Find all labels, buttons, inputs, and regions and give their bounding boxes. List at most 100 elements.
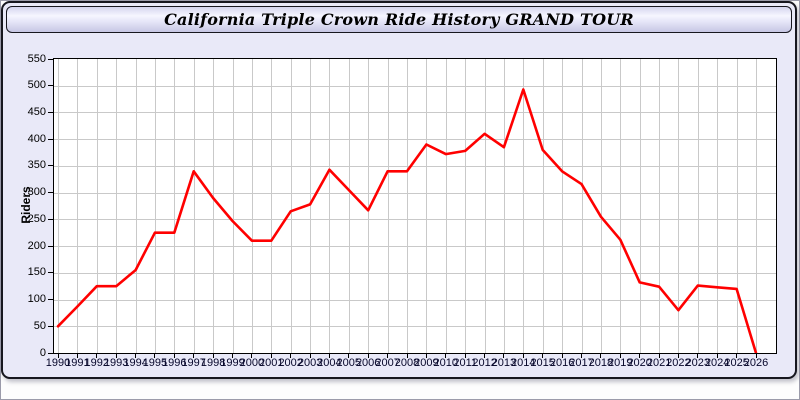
x-axis-tickmark bbox=[484, 354, 486, 358]
chart-title: California Triple Crown Ride History GRA… bbox=[164, 10, 634, 29]
x-tick-label: 2024 bbox=[704, 357, 730, 369]
x-tick-label: 1999 bbox=[220, 357, 245, 369]
y-tick-label: 50 bbox=[33, 319, 46, 332]
x-axis-tickmark bbox=[542, 354, 544, 358]
x-axis-tickmark bbox=[406, 354, 408, 358]
x-axis-tickmark bbox=[581, 354, 582, 358]
x-tick-label: 2018 bbox=[588, 357, 614, 369]
x-tick-label: 1994 bbox=[123, 357, 148, 369]
y-tick-label: 400 bbox=[27, 132, 46, 145]
x-tick-label: 2020 bbox=[627, 357, 652, 369]
x-tick-label: 2007 bbox=[375, 357, 400, 369]
x-tick-label: 2009 bbox=[414, 357, 439, 369]
chart-title-bar: California Triple Crown Ride History GRA… bbox=[6, 6, 792, 33]
x-axis-tickmark bbox=[76, 354, 78, 358]
x-axis-tickmark bbox=[658, 354, 660, 358]
ride-history-line-chart bbox=[54, 59, 776, 353]
x-axis-tickmark bbox=[290, 354, 292, 358]
x-axis-tickmark bbox=[232, 354, 233, 358]
x-axis-tickmark bbox=[425, 354, 427, 358]
x-tick-label: 2003 bbox=[297, 357, 323, 369]
x-axis-tickmark bbox=[115, 354, 117, 358]
x-axis-tickmark bbox=[639, 354, 641, 358]
x-axis-tickmark bbox=[755, 354, 757, 358]
x-tick-label: 2013 bbox=[491, 357, 517, 369]
x-axis-tickmark bbox=[193, 354, 195, 358]
y-axis-tickmark bbox=[48, 112, 53, 113]
x-tick-label: 2010 bbox=[433, 357, 459, 369]
x-tick-label: 1991 bbox=[65, 357, 90, 369]
x-tick-label: 1997 bbox=[181, 357, 206, 369]
x-axis-tickmark bbox=[348, 354, 350, 358]
y-axis-tickmark bbox=[48, 138, 53, 140]
x-axis-tickmark bbox=[561, 354, 563, 358]
y-tick-label: 0 bbox=[39, 346, 46, 359]
y-tick-label: 350 bbox=[27, 159, 46, 172]
x-tick-label: 2004 bbox=[317, 357, 342, 369]
x-tick-label: 2016 bbox=[549, 357, 575, 369]
y-axis-tickmark bbox=[48, 352, 53, 354]
y-tick-label: 500 bbox=[27, 79, 46, 92]
y-axis-tickmark bbox=[48, 192, 53, 194]
x-tick-label: 2015 bbox=[530, 357, 555, 369]
x-axis-tickmark bbox=[619, 354, 621, 358]
x-axis-tickmark bbox=[716, 354, 718, 358]
x-axis-tickmark bbox=[96, 354, 98, 358]
x-axis-tickmark bbox=[367, 354, 369, 358]
x-axis-tickmark bbox=[697, 354, 699, 358]
x-axis-tickmark bbox=[309, 354, 311, 358]
y-tick-label: 150 bbox=[27, 266, 46, 279]
x-tick-label: 1993 bbox=[103, 357, 129, 369]
x-tick-label: 2011 bbox=[453, 357, 478, 369]
x-axis-tickmark bbox=[522, 354, 524, 358]
x-axis-tickmark bbox=[251, 354, 253, 358]
y-axis-tickmark bbox=[48, 85, 53, 87]
y-axis-tickmark bbox=[48, 218, 53, 220]
plot-area bbox=[53, 58, 777, 354]
x-axis-tickmark bbox=[135, 354, 137, 358]
y-axis-tickmark bbox=[48, 272, 53, 274]
x-tick-label: 2000 bbox=[239, 357, 265, 369]
x-axis-tickmark bbox=[173, 354, 175, 358]
x-tick-label: 2001 bbox=[259, 357, 284, 369]
x-tick-label: 2008 bbox=[394, 357, 420, 369]
x-tick-label: 1992 bbox=[84, 357, 110, 369]
y-tick-label: 300 bbox=[27, 186, 46, 199]
x-axis-tickmark bbox=[387, 354, 389, 358]
y-tick-label: 100 bbox=[27, 293, 46, 305]
x-tick-label: 2014 bbox=[511, 357, 536, 369]
x-axis-tickmark bbox=[154, 354, 156, 358]
x-axis-tickmark bbox=[57, 354, 59, 358]
y-axis-tickmark bbox=[48, 325, 53, 327]
x-tick-label: 2025 bbox=[724, 357, 749, 369]
x-tick-label: 2026 bbox=[743, 357, 769, 369]
y-tick-label: 550 bbox=[27, 52, 46, 65]
x-tick-label: 2005 bbox=[336, 357, 362, 369]
x-tick-label: 2023 bbox=[685, 357, 711, 369]
x-tick-label: 1998 bbox=[200, 357, 226, 369]
x-tick-label: 2002 bbox=[278, 357, 303, 369]
x-tick-label: 2012 bbox=[472, 357, 497, 369]
y-axis-tickmark bbox=[48, 58, 53, 60]
x-axis-tickmark bbox=[677, 354, 679, 358]
x-tick-label: 2022 bbox=[666, 357, 691, 369]
x-axis-tickmark bbox=[212, 354, 214, 358]
x-tick-label: 1990 bbox=[45, 357, 71, 369]
x-axis-tickmark bbox=[503, 354, 505, 358]
x-axis-tickmark bbox=[328, 354, 330, 358]
x-axis-tickmark bbox=[736, 354, 738, 358]
y-axis-tickmark bbox=[48, 299, 53, 300]
riders-series-line bbox=[56, 88, 758, 353]
y-tick-label: 450 bbox=[27, 106, 46, 118]
x-tick-label: 2017 bbox=[569, 357, 594, 369]
x-tick-label: 1995 bbox=[142, 357, 168, 369]
x-axis-tickmark bbox=[600, 354, 602, 358]
x-tick-label: 2006 bbox=[355, 357, 381, 369]
x-axis-tickmark bbox=[270, 354, 272, 358]
x-tick-label: 2019 bbox=[608, 357, 633, 369]
y-tick-label: 200 bbox=[27, 239, 46, 252]
y-axis-tickmark bbox=[48, 245, 53, 247]
x-axis-tickmark bbox=[445, 354, 447, 358]
x-tick-label: 1996 bbox=[162, 357, 187, 369]
